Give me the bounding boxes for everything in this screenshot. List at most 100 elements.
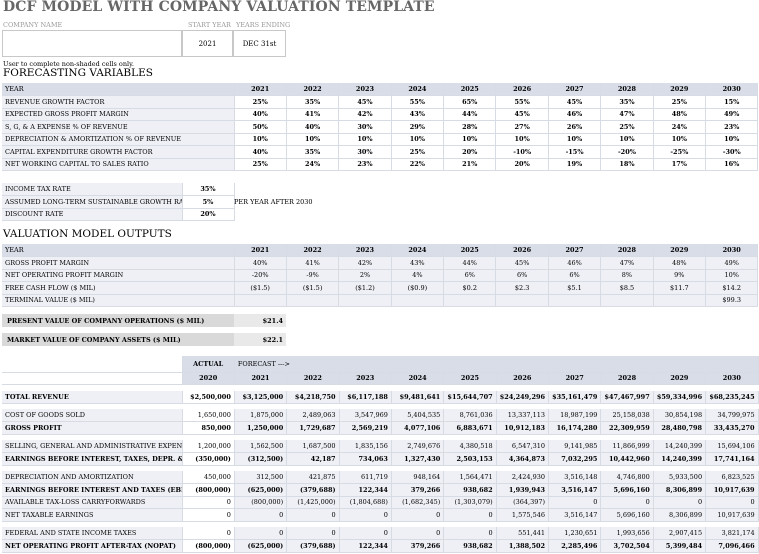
table-row: REVENUE GROWTH FACTOR 25% 35% 45% 55% 65% 55% 4… — [2, 95, 759, 109]
input-cell[interactable]: 24% — [653, 120, 707, 134]
input-cell[interactable]: 40% — [234, 108, 287, 121]
actual-input-cell[interactable]: (800,000) — [182, 539, 235, 553]
input-cell[interactable]: 25% — [653, 95, 707, 109]
input-cell[interactable]: 42% — [338, 108, 392, 121]
input-cell[interactable]: 10% — [548, 133, 602, 146]
actual-input-cell[interactable]: 0 — [182, 527, 235, 540]
input-cell[interactable]: 21% — [443, 158, 497, 171]
input-cell[interactable]: 17% — [653, 158, 707, 171]
income-tax-input[interactable]: 35% — [182, 183, 235, 196]
value-cell: 6,823,525 — [705, 471, 759, 484]
input-cell[interactable]: 29% — [391, 120, 445, 134]
value-cell: (1,804,688) — [339, 496, 392, 509]
input-cell[interactable]: 35% — [286, 95, 340, 109]
input-cell[interactable]: 27% — [495, 120, 549, 134]
input-cell[interactable]: 49% — [705, 108, 759, 121]
input-cell[interactable]: 19% — [548, 158, 602, 171]
actual-input-cell[interactable]: $2,500,000 — [182, 390, 235, 404]
actual-input-cell[interactable]: 1,650,000 — [182, 409, 235, 422]
year-header: 2025 — [443, 83, 497, 96]
input-cell[interactable]: -20% — [600, 145, 654, 159]
actual-input-cell[interactable]: 450,000 — [182, 471, 235, 484]
input-cell[interactable]: 44% — [443, 108, 497, 121]
actual-input-cell[interactable]: 0 — [182, 496, 235, 509]
growth-rate-input[interactable]: 5% — [182, 195, 235, 209]
input-cell[interactable]: 24% — [286, 158, 340, 171]
value-cell: (625,000) — [234, 539, 288, 553]
input-cell[interactable]: 65% — [443, 95, 497, 109]
table-row: TOTAL REVENUE $2,500,000 $3,125,000 $4,218,… — [2, 390, 759, 404]
input-cell[interactable]: 20% — [443, 145, 497, 159]
input-cell[interactable]: 55% — [495, 95, 549, 109]
input-cell[interactable]: 45% — [338, 95, 392, 109]
company-name-input[interactable] — [2, 30, 182, 57]
value-cell: 551,441 — [496, 527, 550, 540]
value-cell: 3,702,504 — [600, 539, 654, 553]
input-cell[interactable]: 45% — [548, 95, 602, 109]
input-cell[interactable]: 43% — [391, 108, 445, 121]
input-cell[interactable]: 30% — [338, 145, 392, 159]
input-cell[interactable]: -10% — [495, 145, 549, 159]
input-cell[interactable]: 25% — [391, 145, 445, 159]
input-cell[interactable]: 10% — [338, 133, 392, 146]
input-cell[interactable]: 35% — [600, 95, 654, 109]
input-cell[interactable]: 28% — [443, 120, 497, 134]
input-cell[interactable]: 22% — [391, 158, 445, 171]
value-cell: 1,562,500 — [234, 440, 288, 453]
year-header: 2023 — [339, 372, 392, 385]
input-cell[interactable]: 41% — [286, 108, 340, 121]
input-cell[interactable]: 18% — [600, 158, 654, 171]
value-cell: 1,875,000 — [234, 409, 288, 422]
years-ending-input[interactable]: DEC 31st — [233, 30, 286, 57]
value-cell: 5,399,484 — [653, 539, 707, 553]
value-cell: 41% — [286, 256, 340, 270]
input-cell[interactable]: -15% — [548, 145, 602, 159]
value-cell: 5,696,160 — [600, 508, 654, 522]
input-cell[interactable]: 30% — [338, 120, 392, 134]
input-cell[interactable]: 45% — [495, 108, 549, 121]
table-row: S, G, & A EXPENSE % OF REVENUE 50% 40% 30% 2… — [2, 120, 759, 134]
input-cell[interactable]: 15% — [705, 95, 759, 109]
actual-input-cell[interactable]: 0 — [182, 508, 235, 522]
value-cell: 3,821,174 — [705, 527, 759, 540]
input-cell[interactable]: 50% — [234, 120, 287, 134]
input-cell[interactable]: 55% — [391, 95, 445, 109]
input-cell[interactable]: -25% — [653, 145, 707, 159]
input-cell[interactable]: -30% — [705, 145, 759, 159]
input-cell[interactable]: 35% — [286, 145, 340, 159]
input-cell[interactable]: 25% — [600, 120, 654, 134]
input-cell[interactable]: 40% — [234, 145, 287, 159]
start-year-input[interactable]: 2021 — [182, 30, 233, 57]
discount-rate-input[interactable]: 20% — [182, 208, 235, 221]
actual-input-cell[interactable]: 850,000 — [182, 421, 235, 435]
input-cell[interactable]: 25% — [234, 158, 287, 171]
input-cell[interactable]: 10% — [495, 133, 549, 146]
row-label: NET OPERATING PROFIT AFTER-TAX (NOPAT) — [2, 539, 183, 553]
input-cell[interactable]: 40% — [286, 120, 340, 134]
input-cell[interactable]: 16% — [705, 158, 759, 171]
input-cell[interactable]: 47% — [600, 108, 654, 121]
value-cell — [443, 294, 497, 307]
input-cell[interactable]: 25% — [234, 95, 287, 109]
value-cell: $35,161,479 — [548, 390, 602, 404]
input-cell[interactable]: 10% — [705, 133, 759, 146]
input-cell[interactable]: 10% — [600, 133, 654, 146]
input-cell[interactable]: 48% — [653, 108, 707, 121]
year-header: 2025 — [443, 244, 497, 257]
input-cell[interactable]: 10% — [443, 133, 497, 146]
value-cell: 42,187 — [286, 452, 340, 466]
input-cell[interactable]: 23% — [338, 158, 392, 171]
input-cell[interactable]: 10% — [234, 133, 287, 146]
input-cell[interactable]: 46% — [548, 108, 602, 121]
input-cell[interactable]: 20% — [495, 158, 549, 171]
input-cell[interactable]: 26% — [548, 120, 602, 134]
value-cell: 30,854,198 — [653, 409, 707, 422]
input-cell[interactable]: 10% — [286, 133, 340, 146]
input-cell[interactable]: 10% — [391, 133, 445, 146]
actual-input-cell[interactable]: (800,000) — [182, 483, 235, 497]
actual-input-cell[interactable]: 1,200,000 — [182, 440, 235, 453]
input-cell[interactable]: 23% — [705, 120, 759, 134]
input-cell[interactable]: 10% — [653, 133, 707, 146]
actual-input-cell[interactable]: (350,000) — [182, 452, 235, 466]
value-cell: 122,344 — [339, 539, 392, 553]
